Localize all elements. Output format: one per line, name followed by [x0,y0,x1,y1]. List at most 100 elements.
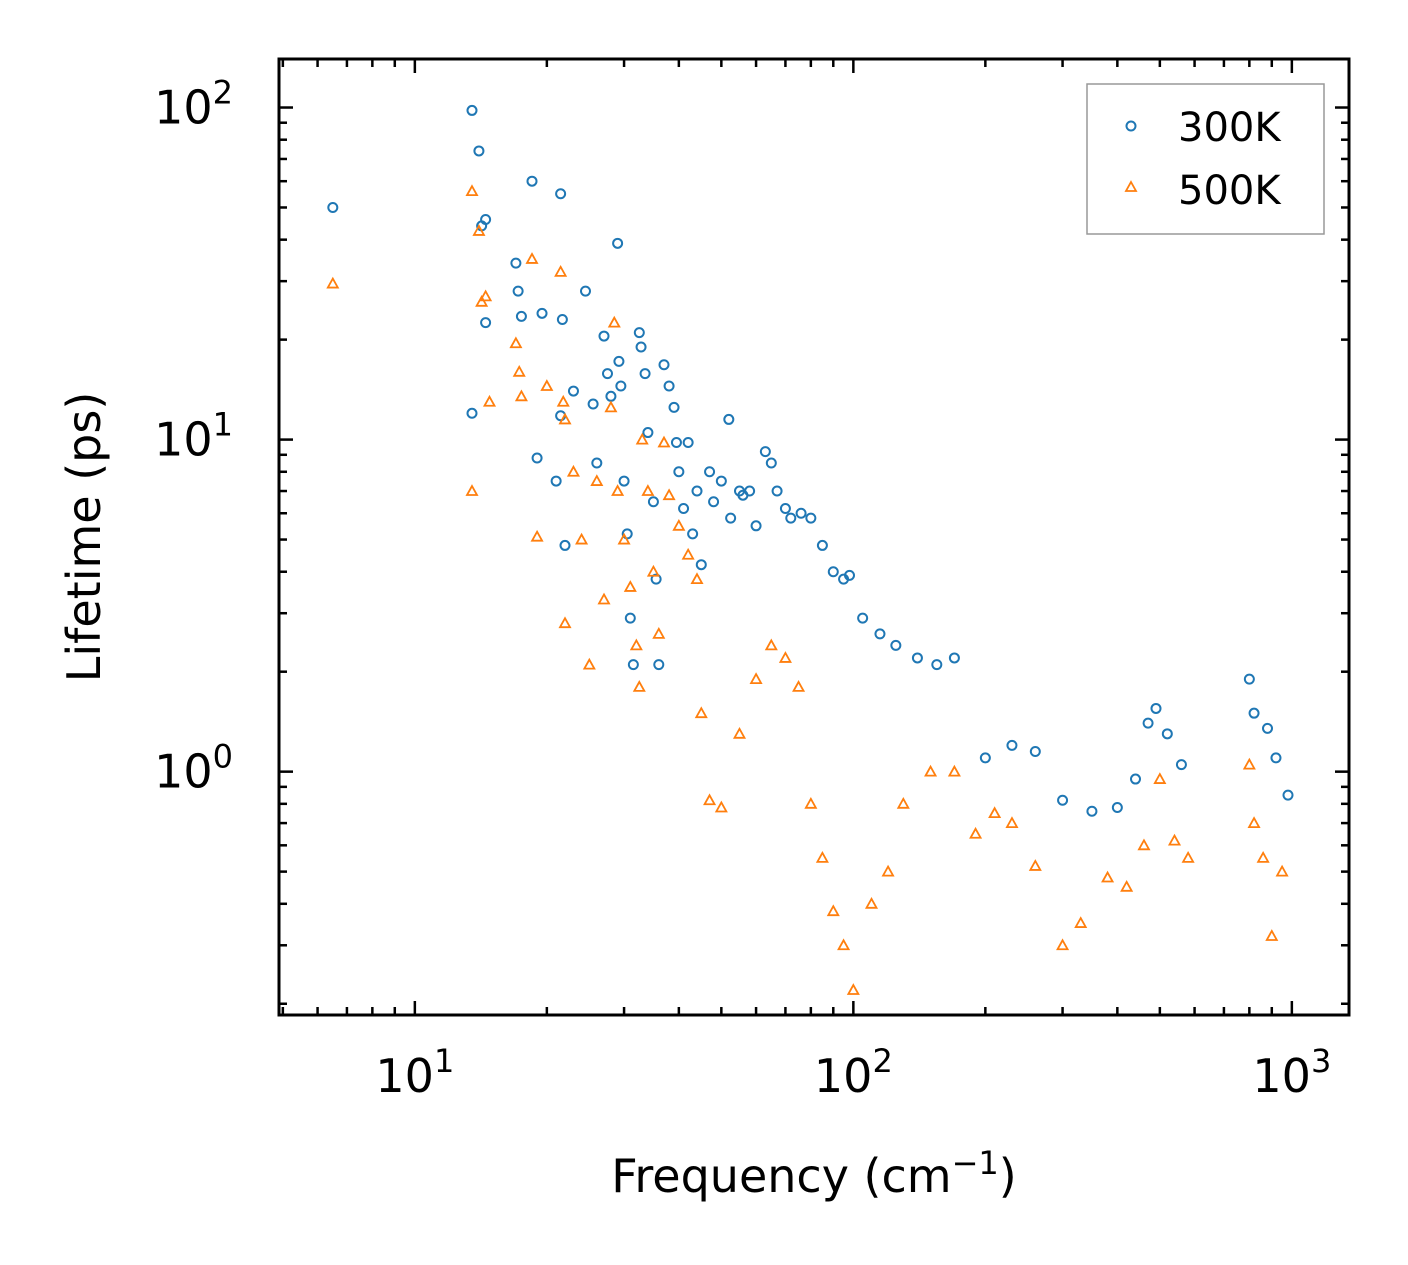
point-500k [672,518,686,531]
point-300k [844,569,856,581]
point-300k [466,104,478,116]
point-300k [612,237,624,249]
point-500k [558,616,572,629]
point-500k [465,184,479,197]
point-500k [590,474,604,486]
point-300k [624,612,636,624]
point-500k [714,800,728,813]
point-500k [881,864,895,877]
point-500k [804,796,818,809]
point-500k [1275,864,1289,877]
x-tick-label: 103 [1252,1042,1331,1103]
point-300k [642,427,654,439]
legend-label-500k: 500K [1178,168,1282,214]
point-500k [1137,838,1151,851]
point-300k [1161,728,1173,740]
point-500k [826,904,840,917]
point-300k [1057,794,1069,806]
point-500k [1242,757,1256,770]
x-axis-title-sup: −1 [952,1144,999,1182]
point-300k [723,413,735,425]
point-500k [1265,929,1279,941]
point-500k [662,488,676,501]
point-300k [678,503,690,515]
point-300k [750,520,762,532]
point-300k [1262,722,1274,734]
point-300k [771,485,783,497]
y-tick-label: 100 [154,738,233,799]
point-500k [947,764,961,777]
point-300k [510,257,522,269]
point-300k [598,330,610,342]
point-500k [629,638,643,651]
point-300k [682,437,694,449]
point-500k [566,464,580,477]
point-300k [658,359,670,371]
point-500k [607,315,621,328]
point-300k [1130,773,1142,785]
point-500k [1181,851,1195,863]
point-300k [931,659,943,671]
point-500k [611,484,625,496]
point-500k [924,764,938,777]
point-300k [480,317,492,329]
point-300k [1248,707,1260,719]
point-500k [482,394,497,407]
point-500k [988,806,1002,819]
point-300k [1282,789,1294,801]
point-500k [582,657,596,670]
point-300k [708,496,720,508]
point-500k [703,793,717,806]
point-300k [1111,801,1123,813]
point-300k [948,652,960,664]
point-500k [815,851,829,863]
point-300k [687,528,699,540]
y-axis-title: Lifetime (ps) [57,392,111,683]
point-500k [694,706,708,719]
point-500k [1074,916,1088,928]
point-500k [472,224,486,236]
point-300k [725,512,737,524]
point-300k [555,188,567,200]
legend-marker-300k [1125,120,1137,132]
point-300k [639,368,651,380]
point-500k [792,680,806,692]
point-300k [911,652,923,664]
point-300k [827,566,839,578]
point-500k [646,564,660,577]
x-axis-title: Frequency (cm−1) [611,1144,1016,1203]
point-300k [715,475,727,487]
point-500k [652,627,666,639]
point-300k [515,310,527,322]
x-tick-label: 102 [814,1042,893,1103]
point-300k [765,457,777,469]
point-500k [732,726,747,739]
point-300k [663,380,675,392]
point-500k [641,484,655,496]
point-300k [567,385,579,397]
point-300k [618,475,630,487]
point-300k [473,145,485,157]
point-300k [550,475,562,487]
point-300k [695,559,707,571]
point-500k [1167,833,1182,846]
point-500k [512,364,526,377]
x-axis-title-close: ) [999,1149,1017,1203]
point-500k [479,289,493,302]
point-300k [890,639,902,651]
point-500k [509,336,523,349]
point-300k [805,512,817,524]
point-300k [874,628,886,640]
point-500k [864,896,879,909]
point-300k [1029,745,1041,757]
point-300k [670,437,682,449]
point-300k [668,401,680,413]
point-300k [556,313,568,325]
legend-marker-500k [1124,180,1138,192]
axis-ticks [279,59,1349,1015]
point-500k [326,276,340,289]
plot-frame [277,57,1351,1017]
point-500k [778,651,792,663]
point-500k [554,264,568,277]
point-500k [530,529,544,542]
